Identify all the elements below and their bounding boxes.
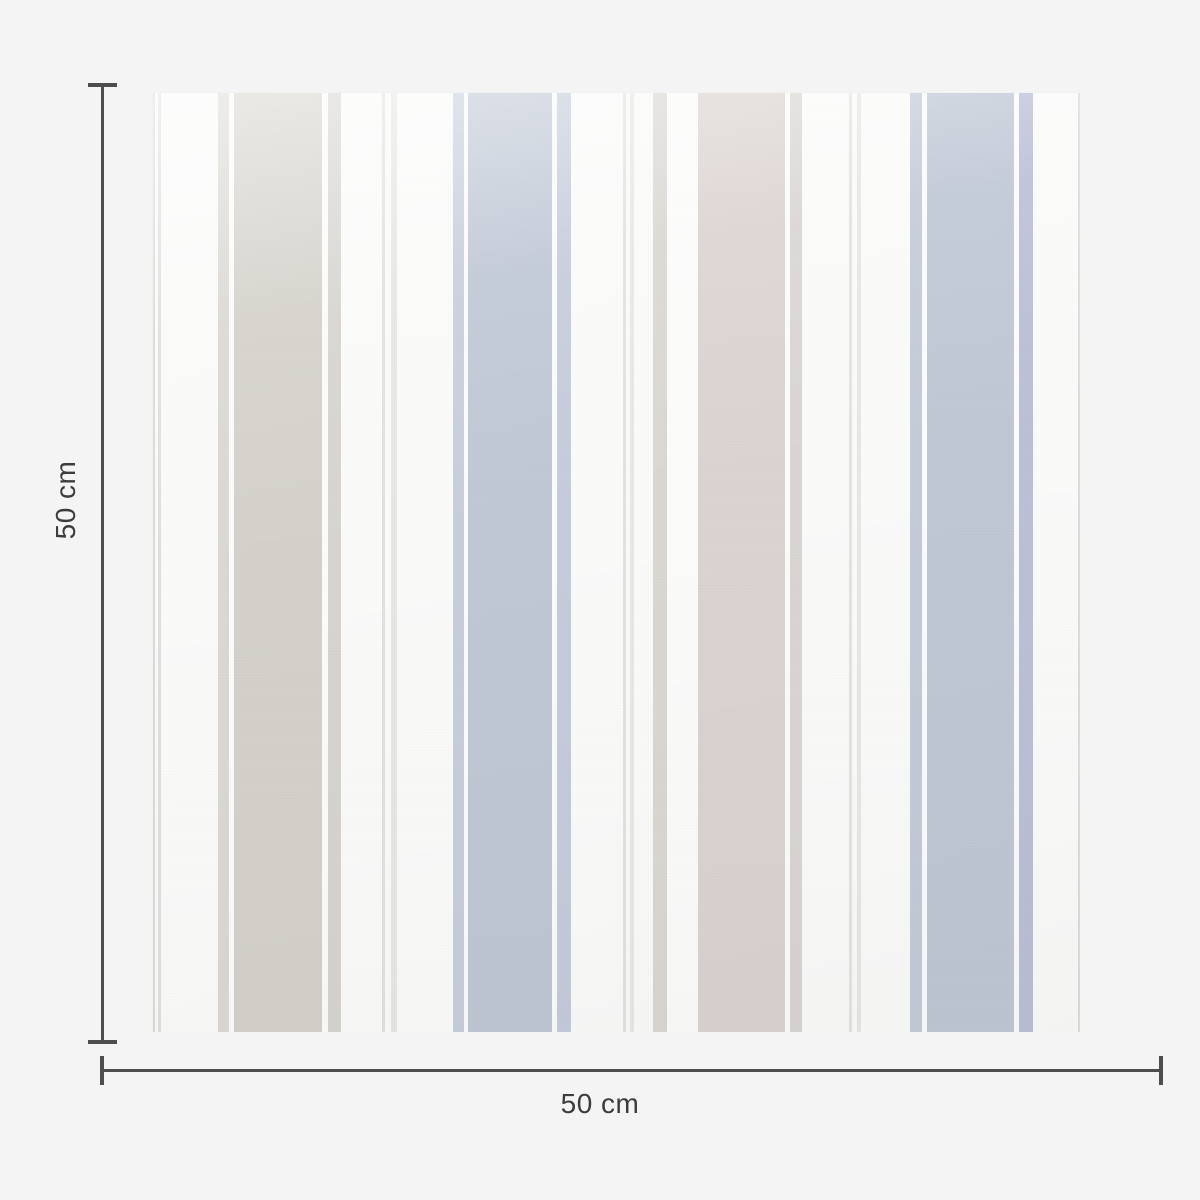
stripe-field-white-5: [397, 93, 453, 1032]
stripe-blue-wide-2: [927, 93, 1014, 1032]
stripe-blue-band-4: [1019, 93, 1033, 1032]
stripe-field-white-11: [861, 93, 910, 1032]
fabric-swatch-image: [153, 93, 1080, 1032]
vertical-dimension-label: 50 cm: [50, 460, 81, 540]
vertical-dimension-line: [101, 85, 104, 1043]
stripe-grey-band-4: [790, 93, 802, 1032]
horizontal-dimension-label: 50 cm: [560, 1088, 640, 1119]
stripe-blue-band-1: [453, 93, 464, 1032]
stripe-field-white-8: [634, 93, 653, 1032]
stripe-blue-band-3: [910, 93, 922, 1032]
stripe-field-white-6: [571, 93, 623, 1032]
stripe-grey-band-2: [328, 93, 341, 1032]
stripe-field-white-3: [341, 93, 382, 1032]
stripe-field-white-2: [161, 93, 218, 1032]
stripe-grey-band-3: [653, 93, 667, 1032]
horizontal-dimension-cap-left: [100, 1056, 104, 1085]
vertical-dimension-cap-bottom: [88, 1040, 117, 1044]
stripe-edge-hairline-2: [1078, 93, 1080, 1032]
stripe-blue-wide-1: [468, 93, 552, 1032]
stripe-gap-white-5: [667, 93, 698, 1032]
horizontal-dimension-cap-right: [1159, 1056, 1163, 1085]
stripe-grey-band-1: [218, 93, 229, 1032]
stripe-blue-band-2: [557, 93, 571, 1032]
stripe-field-white-12: [1033, 93, 1078, 1032]
stripe-field-white-9: [802, 93, 849, 1032]
horizontal-dimension-line: [101, 1069, 1163, 1072]
stripe-taupe-wide-1: [234, 93, 322, 1032]
vertical-dimension-cap-top: [88, 83, 117, 87]
stripe-taupe-wide-2: [698, 93, 785, 1032]
